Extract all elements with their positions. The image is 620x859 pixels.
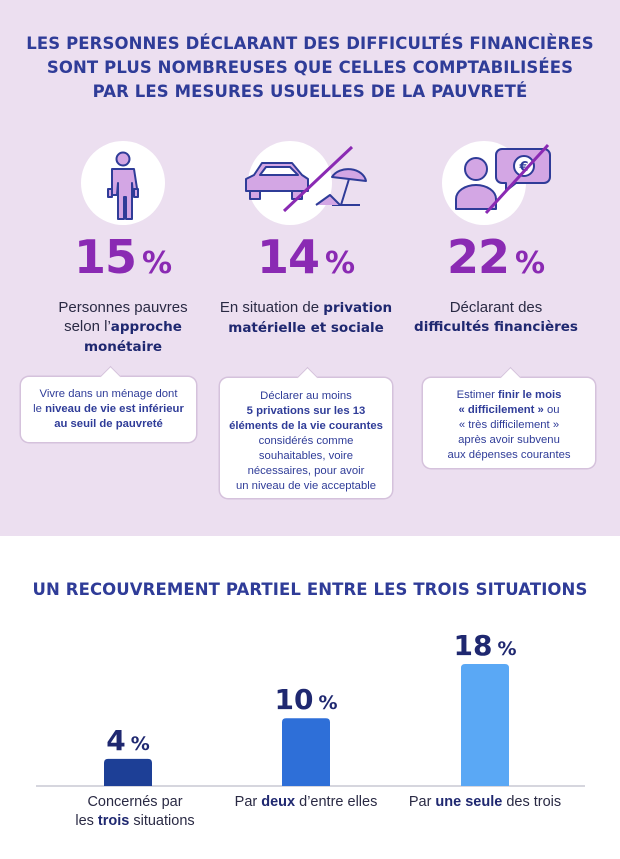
- category-emphasis: trois: [97, 813, 130, 829]
- label-text: selon l’: [64, 318, 111, 335]
- bar-2: [282, 718, 330, 786]
- indicator-deprivation: 14% En situation de privation matérielle…: [203, 140, 409, 338]
- chart-title: UN RECOUVREMENT PARTIEL ENTRE LES TROIS …: [32, 580, 588, 599]
- title-line: LES PERSONNES DÉCLARANT DES DIFFICULTÉS …: [26, 34, 594, 53]
- category-text: Par: [408, 794, 436, 810]
- definition-emphasis: 5 privations sur les 13: [246, 405, 366, 417]
- indicator-label: Déclarant des difficultés financières: [393, 298, 599, 337]
- label-text: Personnes pauvres: [58, 299, 188, 316]
- label-emphasis: monétaire: [83, 339, 163, 355]
- indicator-label: En situation de privation matérielle et …: [203, 298, 409, 338]
- bar-1: [104, 758, 152, 786]
- overlap-bar-chart: 4 % 10 % 18%: [36, 629, 585, 787]
- bar-value-label: 18%: [453, 629, 516, 662]
- indicator-value: 15%: [20, 230, 226, 290]
- definition-text: Estimer: [456, 389, 499, 401]
- definition-emphasis: au seuil de pauvreté: [54, 418, 163, 430]
- category-text: Concernés par: [87, 794, 183, 810]
- definition-financial: Estimer finir le mois « difficilement » …: [423, 366, 595, 468]
- car-and-parasol-crossed-icon: [203, 140, 409, 226]
- value-number: 22: [446, 230, 510, 284]
- person-empty-pockets-icon: [20, 140, 226, 226]
- category-label-two: Par deux d’entre elles: [216, 793, 396, 812]
- category-text: les: [75, 813, 98, 829]
- svg-text:€: €: [518, 160, 528, 175]
- value-unit: %: [141, 246, 173, 281]
- label-emphasis: matérielle et sociale: [228, 320, 384, 336]
- definition-emphasis: éléments de la vie courantes: [229, 420, 383, 432]
- category-text: d’entre elles: [295, 794, 378, 810]
- indicator-value: 22%: [393, 230, 599, 290]
- title-line: PAR LES MESURES USUELLES DE LA PAUVRETÉ: [92, 82, 528, 101]
- value-unit: %: [324, 246, 356, 281]
- indicator-value: 14%: [203, 230, 409, 290]
- value-number: 14: [256, 230, 320, 284]
- category-text: des trois: [502, 794, 562, 810]
- definition-text: ou: [543, 404, 560, 416]
- definition-emphasis: « difficilement »: [458, 404, 544, 416]
- label-emphasis: privation: [323, 300, 393, 316]
- definition-text: un niveau de vie acceptable: [235, 480, 377, 492]
- indicator-label: Personnes pauvres selon l’approche monét…: [20, 298, 226, 357]
- definition-text: considérés comme: [258, 435, 354, 447]
- label-emphasis: difficultés financières: [414, 319, 578, 335]
- value-number: 15: [73, 230, 137, 284]
- indicator-financial: € 22% Déclarant des difficultés financiè…: [393, 140, 599, 337]
- definition-text: nécessaires, pour avoir: [247, 465, 365, 477]
- label-text: Déclarant des: [449, 299, 543, 316]
- definition-text: le: [33, 403, 46, 415]
- definition-monetary: Vivre dans un ménage dont le niveau de v…: [21, 365, 196, 442]
- bar-3: [461, 664, 509, 786]
- category-label-three: Concernés par les trois situations: [45, 793, 225, 831]
- category-emphasis: deux: [261, 794, 296, 810]
- definition-text: aux dépenses courantes: [447, 449, 571, 461]
- category-emphasis: une seule: [435, 794, 503, 810]
- definition-text: souhaitables, voire: [258, 450, 354, 462]
- definition-emphasis: finir le mois: [498, 389, 562, 401]
- title-line: SONT PLUS NOMBREUSES QUE CELLES COMPTABI…: [46, 58, 574, 77]
- value-unit: %: [514, 246, 546, 281]
- category-text: situations: [129, 813, 195, 829]
- person-euro-bubble-crossed-icon: €: [393, 140, 599, 226]
- label-emphasis: approche: [110, 319, 182, 335]
- definition-text: Vivre dans un ménage dont: [39, 388, 178, 400]
- category-text: Par: [234, 794, 262, 810]
- definition-text: « très difficilement »: [458, 419, 560, 431]
- definition-emphasis: niveau de vie est inférieur: [45, 403, 184, 415]
- bar-value-label: 4%: [106, 724, 150, 757]
- definition-deprivation: Déclarer au moins 5 privations sur les 1…: [220, 366, 392, 498]
- indicator-monetary: 15% Personnes pauvres selon l’approche m…: [20, 140, 226, 357]
- label-text: En situation de: [219, 299, 324, 316]
- definition-text: Déclarer au moins: [260, 390, 352, 402]
- category-label-one: Par une seule des trois: [395, 793, 575, 812]
- bar-value-label: 10%: [274, 683, 337, 716]
- definition-text: après avoir subvenu: [458, 434, 560, 446]
- page-title: LES PERSONNES DÉCLARANT DES DIFFICULTÉS …: [20, 32, 600, 104]
